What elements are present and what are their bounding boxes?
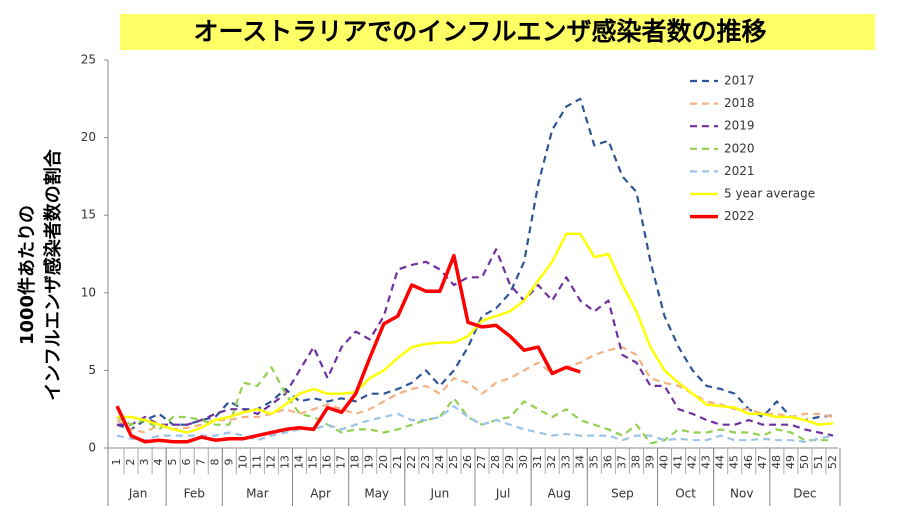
legend-label: 2021	[724, 164, 755, 178]
x-tick-label: 25	[447, 455, 460, 469]
legend-label: 2020	[724, 141, 755, 155]
x-tick-label: 26	[461, 455, 474, 469]
x-tick-label: 9	[222, 459, 235, 466]
x-tick-label: 34	[573, 455, 586, 469]
month-label: Mar	[246, 487, 269, 501]
title-banner	[120, 14, 875, 50]
y-tick-label: 25	[81, 53, 96, 67]
x-tick-label: 50	[798, 455, 811, 469]
series-line	[116, 405, 834, 443]
x-tick-label: 46	[742, 455, 755, 469]
x-tick-label: 51	[812, 455, 825, 469]
x-tick-label: 37	[615, 455, 628, 469]
x-tick-label: 49	[784, 455, 797, 469]
y-tick-label: 15	[81, 208, 96, 222]
x-tick-label: 45	[728, 455, 741, 469]
month-label: Aug	[548, 487, 571, 501]
x-tick-label: 18	[349, 455, 362, 469]
x-tick-label: 41	[672, 455, 685, 469]
x-tick-label: 44	[714, 455, 727, 469]
legend-label: 2018	[724, 96, 755, 110]
month-label: Jul	[495, 487, 510, 501]
x-tick-label: 13	[278, 455, 291, 469]
x-tick-label: 4	[152, 459, 165, 466]
x-tick-label: 52	[826, 455, 839, 469]
x-tick-label: 1	[110, 459, 123, 466]
x-tick-label: 20	[377, 455, 390, 469]
legend-label: 2022	[724, 209, 755, 223]
x-tick-label: 21	[391, 455, 404, 469]
x-tick-label: 33	[559, 455, 572, 469]
x-tick-label: 24	[433, 455, 446, 469]
x-tick-label: 7	[194, 459, 207, 466]
x-tick-label: 23	[419, 455, 432, 469]
y-tick-label: 20	[81, 130, 96, 144]
y-tick-label: 5	[88, 363, 96, 377]
x-tick-label: 31	[531, 455, 544, 469]
chart-title: オーストラリアでのインフルエンザ感染者数の推移	[193, 17, 766, 46]
x-tick-label: 27	[475, 455, 488, 469]
y-tick-label: 10	[81, 285, 96, 299]
x-tick-label: 48	[770, 455, 783, 469]
month-label: Jun	[430, 487, 450, 501]
x-tick-label: 42	[686, 455, 699, 469]
legend-label: 5 year average	[724, 187, 815, 201]
month-label: Oct	[675, 487, 696, 501]
month-label: May	[364, 487, 389, 501]
x-tick-label: 6	[180, 459, 193, 466]
x-tick-label: 22	[405, 455, 418, 469]
x-tick-label: 47	[756, 455, 769, 469]
x-tick-label: 38	[629, 455, 642, 469]
x-tick-label: 30	[517, 455, 530, 469]
series-line	[115, 253, 581, 444]
legend-label: 2017	[724, 74, 755, 88]
series-line	[117, 232, 834, 434]
x-tick-label: 12	[264, 455, 277, 469]
x-tick-label: 10	[236, 455, 249, 469]
x-tick-label: 35	[587, 455, 600, 469]
x-tick-label: 16	[321, 455, 334, 469]
x-tick-label: 32	[545, 455, 558, 469]
x-tick-label: 19	[363, 455, 376, 469]
month-label: Sep	[611, 487, 634, 501]
x-tick-label: 14	[293, 455, 306, 469]
x-tick-label: 17	[335, 455, 348, 469]
x-tick-label: 8	[208, 459, 221, 466]
x-tick-label: 2	[124, 459, 137, 466]
month-label: Jan	[128, 487, 148, 501]
x-tick-label: 29	[503, 455, 516, 469]
x-tick-label: 36	[601, 455, 614, 469]
x-tick-label: 11	[250, 455, 263, 469]
series-line	[116, 346, 834, 434]
legend-label: 2019	[724, 119, 755, 133]
x-tick-label: 28	[489, 455, 502, 469]
y-tick-label: 0	[88, 441, 96, 455]
x-tick-label: 40	[658, 455, 671, 469]
y-axis-label: インフルエンザ感染者数の割合	[42, 148, 64, 400]
x-tick-label: 5	[166, 459, 179, 466]
month-label: Nov	[730, 487, 753, 501]
month-label: Apr	[310, 487, 331, 501]
x-tick-label: 3	[138, 459, 151, 466]
month-label: Dec	[793, 487, 816, 501]
x-tick-label: 15	[307, 455, 320, 469]
series-line	[117, 248, 834, 437]
y-axis-label: 1000件あたりの	[16, 205, 38, 345]
month-label: Feb	[184, 487, 205, 501]
x-tick-label: 39	[643, 455, 656, 469]
x-tick-label: 43	[700, 455, 713, 469]
